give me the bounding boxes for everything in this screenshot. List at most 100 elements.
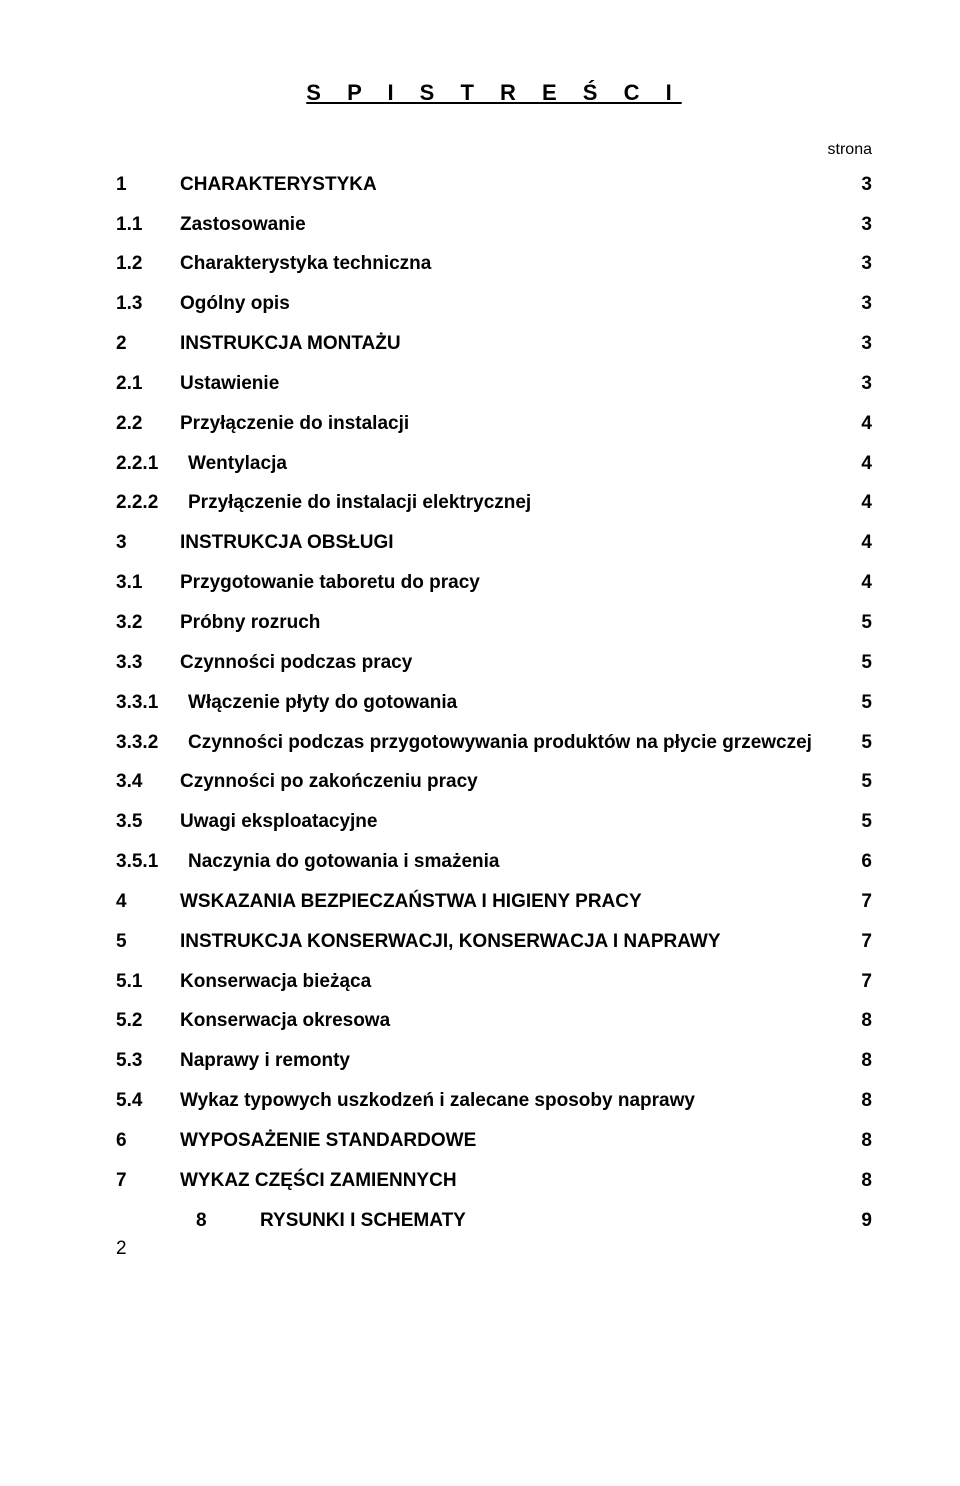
toc-row: 5.4 Wykaz typowych uszkodzeń i zalecane … (116, 1090, 872, 1112)
toc-page: 7 (848, 931, 872, 953)
toc-num: 2.1 (116, 373, 180, 395)
toc-row: 1 CHARAKTERYSTYKA 3 (116, 174, 872, 196)
toc-row: 2.1 Ustawienie 3 (116, 373, 872, 395)
toc-label: Wykaz typowych uszkodzeń i zalecane spos… (180, 1090, 848, 1112)
toc-row: 5.3 Naprawy i remonty 8 (116, 1050, 872, 1072)
toc-num: 3.5 (116, 811, 180, 833)
toc-num: 3.1 (116, 572, 180, 594)
toc-label: Czynności po zakończeniu pracy (180, 771, 848, 793)
toc-num: 7 (116, 1170, 180, 1192)
toc-num: 2.2.2 (116, 492, 188, 514)
toc-num: 3.2 (116, 612, 180, 634)
toc-num: 4 (116, 891, 180, 913)
toc-num: 6 (116, 1130, 180, 1152)
toc-page: 3 (848, 293, 872, 315)
toc-num: 2.2 (116, 413, 180, 435)
toc-row: 5.1 Konserwacja bieżąca 7 (116, 971, 872, 993)
toc-page: 6 (848, 851, 872, 873)
toc-page: 8 (848, 1010, 872, 1032)
toc-label: WYKAZ CZĘŚCI ZAMIENNYCH (180, 1170, 848, 1192)
toc-label: Ustawienie (180, 373, 848, 395)
toc-page: 4 (848, 413, 872, 435)
toc-page: 4 (848, 492, 872, 514)
toc-page: 4 (848, 532, 872, 554)
toc-row: 5 INSTRUKCJA KONSERWACJI, KONSERWACJA I … (116, 931, 872, 953)
toc-page: 8 (848, 1130, 872, 1152)
toc-num: 3.3.2 (116, 732, 188, 754)
toc-label: Przyłączenie do instalacji (180, 413, 848, 435)
toc-label: INSTRUKCJA KONSERWACJI, KONSERWACJA I NA… (180, 931, 848, 953)
toc-row: 3.1 Przygotowanie taboretu do pracy 4 (116, 572, 872, 594)
toc-row: 8 RYSUNKI I SCHEMATY 9 (116, 1210, 872, 1232)
toc-label: Charakterystyka techniczna (180, 253, 848, 275)
toc-num: 8 (196, 1210, 260, 1232)
toc-label: Konserwacja bieżąca (180, 971, 848, 993)
toc-row: 1.1 Zastosowanie 3 (116, 214, 872, 236)
toc-num: 3 (116, 532, 180, 554)
toc-row: 3.3.1 Włączenie płyty do gotowania 5 (116, 692, 872, 714)
toc-label: CHARAKTERYSTYKA (180, 174, 848, 196)
toc-row: 4 WSKAZANIA BEZPIECZAŃSTWA I HIGIENY PRA… (116, 891, 872, 913)
toc-row: 3.2 Próbny rozruch 5 (116, 612, 872, 634)
toc-page: 3 (848, 174, 872, 196)
toc-label: Ogólny opis (180, 293, 848, 315)
toc-row: 2.2.2 Przyłączenie do instalacji elektry… (116, 492, 872, 514)
toc-num: 3.3 (116, 652, 180, 674)
toc-label: Czynności podczas pracy (180, 652, 848, 674)
toc-row: 3.5 Uwagi eksploatacyjne 5 (116, 811, 872, 833)
toc-num: 2.2.1 (116, 453, 188, 475)
toc-label: Naczynia do gotowania i smażenia (188, 851, 848, 873)
toc-num: 5 (116, 931, 180, 953)
toc-row: 1.3 Ogólny opis 3 (116, 293, 872, 315)
toc-row: 3.5.1 Naczynia do gotowania i smażenia 6 (116, 851, 872, 873)
toc-num: 1.1 (116, 214, 180, 236)
toc-page: 7 (848, 971, 872, 993)
toc-label: Przyłączenie do instalacji elektrycznej (188, 492, 848, 514)
toc-label: WSKAZANIA BEZPIECZAŃSTWA I HIGIENY PRACY (180, 891, 848, 913)
toc-label: Włączenie płyty do gotowania (188, 692, 848, 714)
toc-page: 3 (848, 333, 872, 355)
toc-row: 3.3.2 Czynności podczas przygotowywania … (116, 732, 872, 754)
toc-page: 8 (848, 1050, 872, 1072)
toc-row: 6 WYPOSAŻENIE STANDARDOWE 8 (116, 1130, 872, 1152)
page-number: 2 (116, 1238, 127, 1260)
toc-num: 5.1 (116, 971, 180, 993)
toc-num: 5.4 (116, 1090, 180, 1112)
toc-num: 3.3.1 (116, 692, 188, 714)
toc-page: 5 (848, 652, 872, 674)
toc-page: 5 (848, 732, 872, 754)
toc-num: 3.4 (116, 771, 180, 793)
toc-num: 5.2 (116, 1010, 180, 1032)
toc-page: 3 (848, 253, 872, 275)
toc-row: 2.2.1 Wentylacja 4 (116, 453, 872, 475)
toc-num: 1.3 (116, 293, 180, 315)
toc-page: 3 (848, 373, 872, 395)
toc-num: 2 (116, 333, 180, 355)
toc-row: 2.2 Przyłączenie do instalacji 4 (116, 413, 872, 435)
toc-label: Wentylacja (188, 453, 848, 475)
toc-num: 1 (116, 174, 180, 196)
toc-label: INSTRUKCJA OBSŁUGI (180, 532, 848, 554)
toc-page: 5 (848, 811, 872, 833)
toc-num: 3.5.1 (116, 851, 188, 873)
toc-page: 3 (848, 214, 872, 236)
toc-num: 1.2 (116, 253, 180, 275)
toc-label: Zastosowanie (180, 214, 848, 236)
toc-row: 1.2 Charakterystyka techniczna 3 (116, 253, 872, 275)
toc-label: Naprawy i remonty (180, 1050, 848, 1072)
toc-label: WYPOSAŻENIE STANDARDOWE (180, 1130, 848, 1152)
toc-row: 2 INSTRUKCJA MONTAŻU 3 (116, 333, 872, 355)
toc-num: 5.3 (116, 1050, 180, 1072)
page-column-label: strona (116, 141, 872, 159)
table-of-contents: 1 CHARAKTERYSTYKA 3 1.1 Zastosowanie 3 1… (116, 174, 872, 1232)
toc-page: 9 (848, 1210, 872, 1232)
toc-label: INSTRUKCJA MONTAŻU (180, 333, 848, 355)
toc-row: 3 INSTRUKCJA OBSŁUGI 4 (116, 532, 872, 554)
toc-label: Konserwacja okresowa (180, 1010, 848, 1032)
page-title: S P I S T R E Ś C I (116, 80, 872, 105)
toc-row: 3.3 Czynności podczas pracy 5 (116, 652, 872, 674)
toc-label: Uwagi eksploatacyjne (180, 811, 848, 833)
toc-label: Czynności podczas przygotowywania produk… (188, 732, 848, 754)
toc-label: Przygotowanie taboretu do pracy (180, 572, 848, 594)
toc-label: Próbny rozruch (180, 612, 848, 634)
